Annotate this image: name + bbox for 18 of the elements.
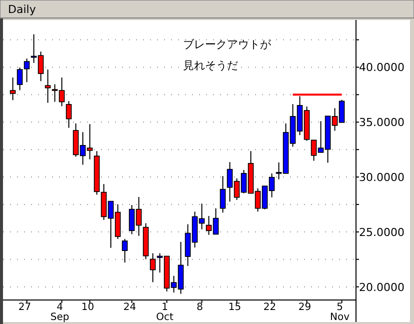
x-tick-label: 29 bbox=[298, 302, 312, 313]
annotation: 見れそうだ bbox=[183, 59, 238, 72]
title: Daily bbox=[8, 3, 36, 16]
y-tick-label: 30.0000 bbox=[359, 171, 404, 184]
x-tick-label: 4 Sep bbox=[50, 302, 70, 323]
x-tick-label: 8 bbox=[196, 302, 203, 313]
y-tick-label: 40.0000 bbox=[359, 61, 404, 74]
x-tick-label: 1 Oct bbox=[156, 302, 174, 323]
x-tick-label: 10 bbox=[81, 302, 94, 313]
x-tick-label: 5 Nov bbox=[330, 302, 350, 323]
x-tick-label: 15 bbox=[228, 302, 242, 313]
x-tick-label: 24 bbox=[123, 302, 136, 313]
y-tick-label: 35.0000 bbox=[359, 116, 404, 130]
x-tick-label: 27 bbox=[18, 302, 32, 313]
y-tick-label: 20.0000 bbox=[359, 280, 404, 294]
annotation: ブレークアウトが bbox=[183, 38, 271, 51]
y-tick-label: 25.0000 bbox=[359, 226, 404, 239]
x-tick-label: 22 bbox=[263, 302, 276, 313]
